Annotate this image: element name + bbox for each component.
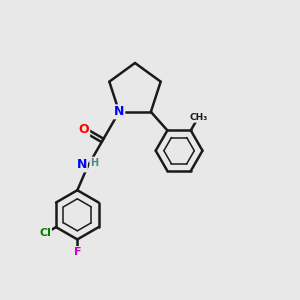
- Text: Cl: Cl: [39, 228, 51, 239]
- Text: N: N: [76, 158, 87, 171]
- Text: F: F: [74, 247, 81, 257]
- Text: N: N: [114, 105, 124, 118]
- Text: H: H: [90, 158, 98, 167]
- Text: O: O: [79, 123, 89, 136]
- Text: CH₃: CH₃: [189, 113, 207, 122]
